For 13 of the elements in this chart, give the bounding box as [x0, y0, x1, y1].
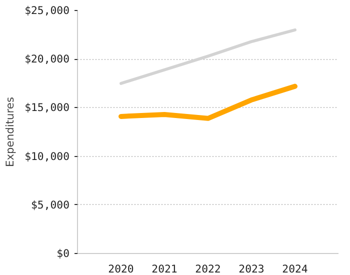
y-tick-label: $0	[56, 247, 70, 260]
x-tick-label: 2020	[108, 262, 134, 275]
x-tick-label: 2023	[238, 262, 264, 275]
y-tick-label: $20,000	[24, 52, 70, 66]
x-tick-label: 2021	[152, 262, 178, 275]
y-axis-title: Expenditures	[4, 96, 17, 168]
y-tick-label: $25,000	[24, 4, 70, 17]
y-tick-label: $10,000	[24, 150, 70, 163]
x-tick-label: 2022	[195, 262, 221, 275]
y-tick-label: $15,000	[24, 101, 70, 114]
y-tick-label: $5,000	[31, 198, 70, 212]
line-series	[120, 28, 296, 85]
x-tick-label: 2024	[282, 262, 308, 275]
